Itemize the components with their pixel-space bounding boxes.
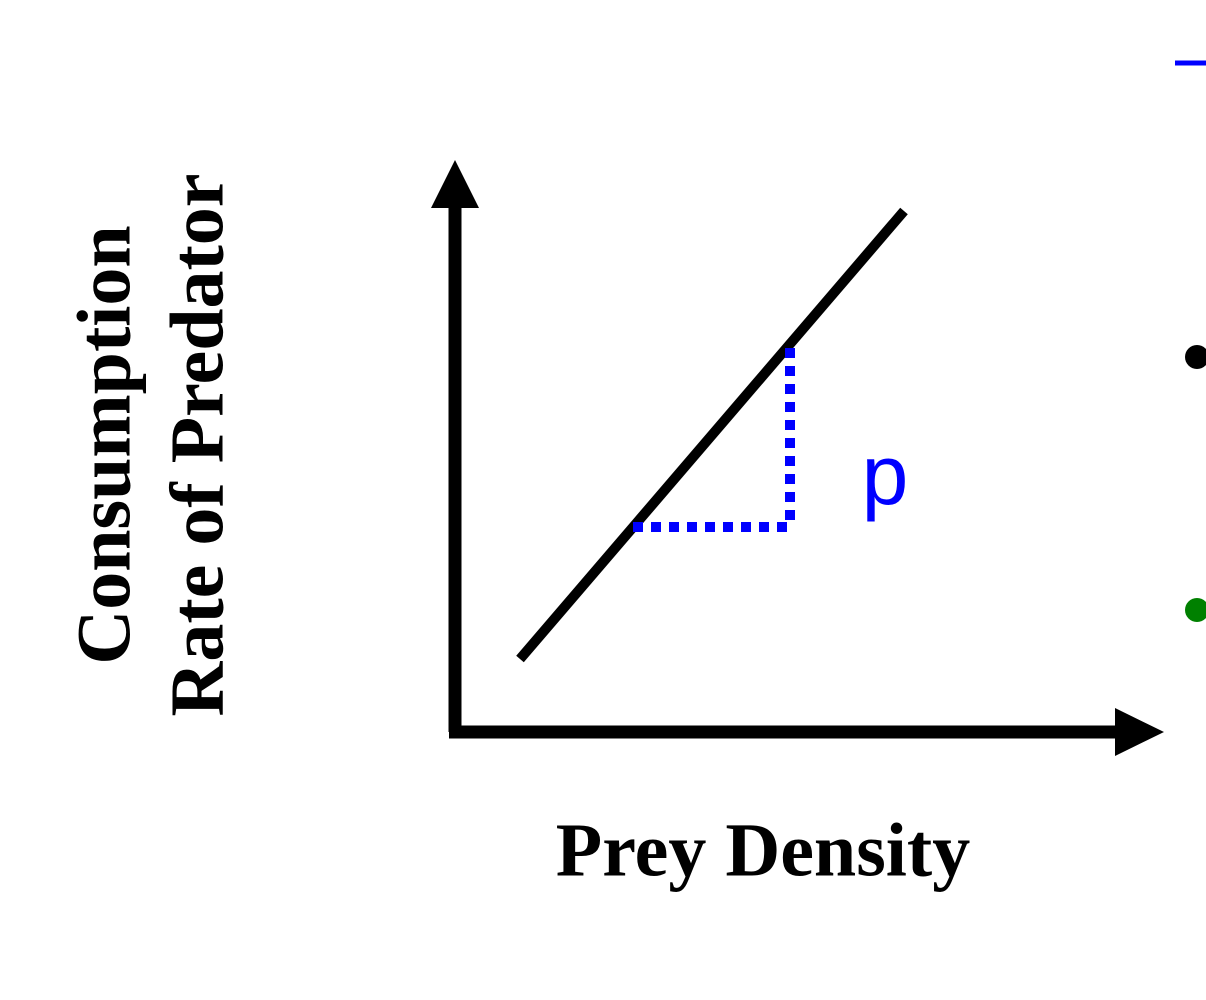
y-axis-label-line: Rate of Predator	[155, 173, 239, 716]
response-line	[516, 207, 908, 663]
bullet	[1185, 345, 1206, 369]
slope-label: p	[862, 428, 909, 522]
y-axis-arrowhead	[431, 160, 479, 208]
y-axis-label-line: Consumption	[62, 225, 146, 664]
bullet	[1185, 598, 1206, 622]
x-axis-label: Prey Density	[556, 808, 970, 892]
x-axis-arrowhead	[1115, 708, 1164, 756]
